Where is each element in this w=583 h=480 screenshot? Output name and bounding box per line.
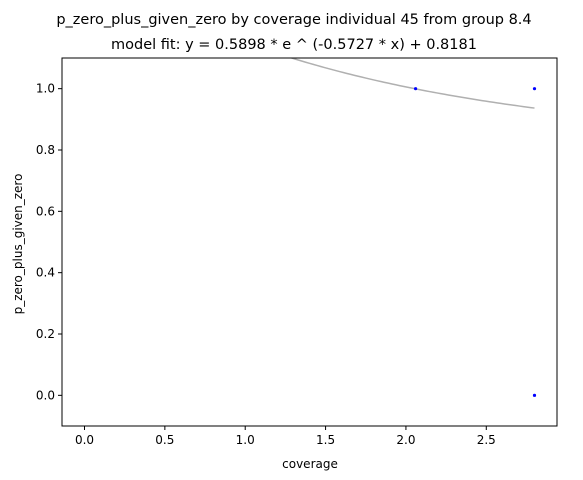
y-tick-label: 0.2 (36, 327, 55, 341)
chart-subtitle: model fit: y = 0.5898 * e ^ (-0.5727 * x… (111, 37, 477, 53)
x-tick-label: 2.5 (477, 433, 496, 447)
x-tick-label: 0.5 (155, 433, 174, 447)
y-axis-label: p_zero_plus_given_zero (11, 174, 25, 315)
data-point-0 (413, 87, 418, 91)
plot-frame (61, 57, 558, 427)
x-tick-label: 2.0 (396, 433, 415, 447)
x-axis-label: coverage (282, 457, 338, 471)
x-tick-label: 1.5 (316, 433, 335, 447)
y-tick-label: 0.8 (36, 143, 55, 157)
data-point-1 (532, 87, 537, 91)
y-tick-label: 0.0 (36, 388, 55, 402)
data-point-2 (532, 393, 537, 397)
x-tick-label: 1.0 (236, 433, 255, 447)
fit-curve (289, 58, 535, 109)
chart-title: p_zero_plus_given_zero by coverage indiv… (56, 12, 531, 28)
y-tick-label: 0.6 (36, 204, 55, 218)
y-tick-label: 0.4 (36, 266, 55, 280)
y-tick-label: 1.0 (36, 82, 55, 96)
x-tick-label: 0.0 (75, 433, 94, 447)
plot-area: 0.0 0.5 1.0 1.5 2.0 2.5 0.0 0.2 0.4 0.6 0.8 1.0 (36, 57, 558, 447)
